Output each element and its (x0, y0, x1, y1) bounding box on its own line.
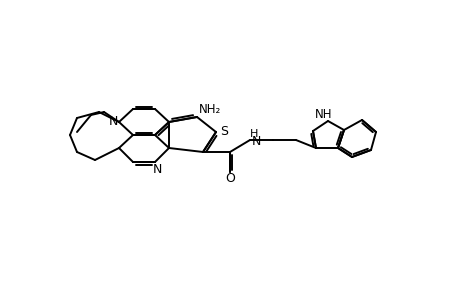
Text: NH₂: NH₂ (198, 103, 221, 116)
Text: N: N (108, 115, 118, 128)
Text: N: N (251, 134, 260, 148)
Text: O: O (224, 172, 235, 184)
Text: H: H (249, 129, 257, 139)
Text: N: N (152, 163, 161, 176)
Text: NH: NH (314, 107, 332, 121)
Text: S: S (219, 124, 228, 137)
